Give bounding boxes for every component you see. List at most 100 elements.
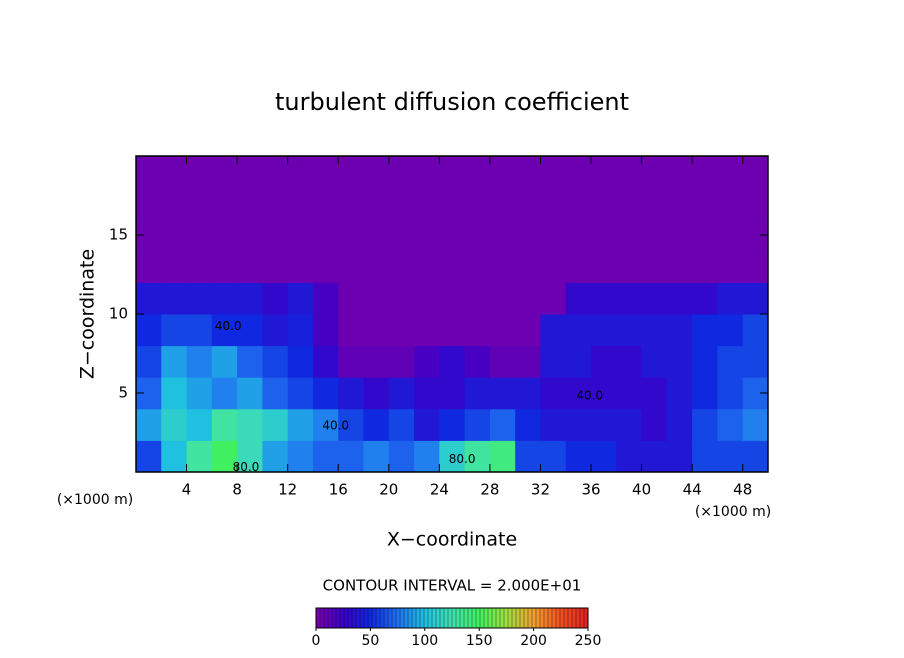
x-tick-label: 44: [683, 481, 702, 499]
heatmap-cell: [211, 282, 238, 315]
heatmap-cell: [237, 187, 263, 220]
heatmap-cell: [186, 345, 213, 378]
heatmap-cell: [692, 250, 718, 283]
heatmap-cell: [338, 156, 365, 189]
contour-interval: CONTOUR INTERVAL = 2.000E+01: [323, 577, 582, 595]
heatmap-cell: [641, 440, 668, 473]
heatmap-cell: [287, 408, 314, 441]
heatmap-cell: [338, 377, 365, 410]
heatmap-cell: [515, 440, 541, 473]
heatmap-cell: [237, 440, 263, 473]
heatmap-cell: [692, 345, 718, 378]
heatmap-cell: [464, 250, 491, 283]
heatmap-cell: [287, 187, 314, 220]
heatmap-cell: [540, 219, 567, 252]
colorbar-tick-label: 100: [411, 633, 438, 649]
heatmap-cell: [388, 250, 415, 283]
heatmap-cell: [641, 156, 668, 189]
heatmap-cell: [439, 187, 466, 220]
heatmap-cell: [464, 345, 491, 378]
heatmap-cell: [439, 219, 466, 252]
heatmap-cell: [414, 408, 440, 441]
heatmap-cell: [312, 219, 339, 252]
heatmap-cell: [161, 219, 188, 252]
heatmap-cell: [136, 250, 162, 283]
heatmap-cell: [489, 377, 516, 410]
heatmap-cell: [363, 187, 390, 220]
heatmap-cell: [388, 187, 415, 220]
heatmap-cell: [515, 282, 541, 315]
heatmap-cell: [565, 377, 592, 410]
heatmap-cell: [161, 282, 188, 315]
heatmap-cell: [515, 377, 541, 410]
heatmap-cell: [363, 250, 390, 283]
heatmap-cell: [591, 282, 617, 315]
heatmap-cell: [211, 314, 238, 347]
heatmap-cell: [287, 314, 314, 347]
heatmap-cell: [742, 187, 769, 220]
heatmap-cell: [717, 187, 744, 220]
heatmap-cell: [666, 377, 693, 410]
heatmap-cell: [565, 345, 592, 378]
heatmap-cell: [287, 156, 314, 189]
heatmap-cell: [616, 314, 643, 347]
x-tick-label: 24: [430, 481, 449, 499]
heatmap-cell: [540, 377, 567, 410]
heatmap-cell: [388, 408, 415, 441]
heatmap-cell: [186, 377, 213, 410]
heatmap-cell: [641, 408, 668, 441]
heatmap-cell: [338, 219, 365, 252]
heatmap-cell: [742, 250, 769, 283]
heatmap-cell: [742, 440, 769, 473]
heatmap-cell: [161, 440, 188, 473]
heatmap-cell: [591, 314, 617, 347]
heatmap-cell: [262, 187, 289, 220]
heatmap-cell: [591, 219, 617, 252]
heatmap-cell: [540, 187, 567, 220]
heatmap-cell: [363, 219, 390, 252]
heatmap-cell: [540, 282, 567, 315]
heatmap-cell: [717, 219, 744, 252]
x-tick-label: 16: [329, 481, 348, 499]
heatmap-cell: [262, 219, 289, 252]
colorbar-tick-label: 150: [466, 633, 493, 649]
heatmap-cell: [540, 250, 567, 283]
x-tick-label: 48: [733, 481, 752, 499]
heatmap-cell: [136, 440, 162, 473]
heatmap-cell: [565, 156, 592, 189]
heatmap-cell: [565, 250, 592, 283]
heatmap-cell: [237, 345, 263, 378]
heatmap-cell: [388, 345, 415, 378]
heatmap-cell: [565, 408, 592, 441]
heatmap-cell: [565, 187, 592, 220]
heatmap-cell: [211, 408, 238, 441]
heatmap-cell: [136, 314, 162, 347]
heatmap-cell: [161, 345, 188, 378]
heatmap-cell: [388, 377, 415, 410]
contour-label: 40.0: [215, 319, 242, 333]
heatmap-cell: [591, 250, 617, 283]
heatmap-cell: [186, 440, 213, 473]
heatmap-cell: [489, 187, 516, 220]
heatmap-cell: [692, 282, 718, 315]
heatmap-cell: [515, 345, 541, 378]
x-tick-label: 28: [480, 481, 499, 499]
heatmap-cell: [439, 282, 466, 315]
heatmap-cell: [692, 219, 718, 252]
heatmap-cell: [591, 440, 617, 473]
x-tick-label: 4: [182, 481, 192, 499]
heatmap-cell: [641, 187, 668, 220]
heatmap-cell: [616, 156, 643, 189]
heatmap-cell: [616, 250, 643, 283]
heatmap-cell: [742, 156, 769, 189]
heatmap-cell: [616, 282, 643, 315]
heatmap-cell: [186, 282, 213, 315]
heatmap-cell: [464, 187, 491, 220]
heatmap-cell: [414, 440, 440, 473]
heatmap-cell: [540, 156, 567, 189]
y-tick-label: 10: [109, 305, 128, 323]
heatmap-cell: [262, 345, 289, 378]
heatmap-cell: [363, 282, 390, 315]
x-tick-label: 12: [278, 481, 297, 499]
